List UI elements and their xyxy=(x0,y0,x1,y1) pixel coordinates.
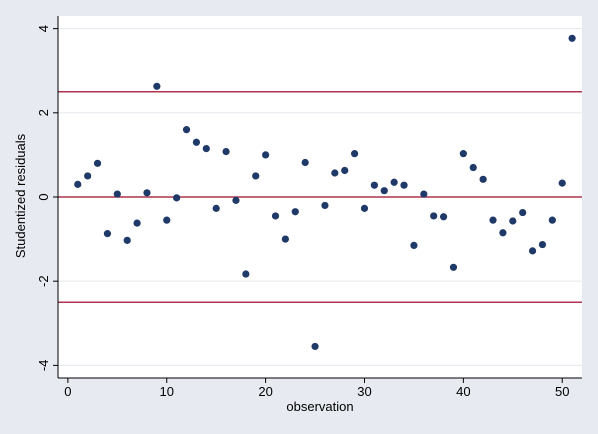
data-point xyxy=(528,247,537,255)
data-point xyxy=(202,144,210,153)
y-tick-label: -4 xyxy=(36,360,51,372)
y-tick-label: -2 xyxy=(36,275,51,287)
data-point xyxy=(420,190,428,198)
data-point xyxy=(103,230,112,238)
x-tick-label: 0 xyxy=(64,384,71,399)
data-point xyxy=(74,180,82,188)
data-point xyxy=(351,150,359,158)
data-point xyxy=(331,169,339,177)
data-point xyxy=(262,151,270,159)
data-point xyxy=(113,190,121,198)
data-point xyxy=(410,241,418,250)
data-point xyxy=(321,201,329,210)
y-ticks: -4 -2 0 2 4 xyxy=(36,25,58,371)
data-point xyxy=(232,196,240,204)
data-point xyxy=(459,150,467,158)
data-point xyxy=(123,236,131,244)
data-point xyxy=(538,240,547,249)
data-point xyxy=(568,34,576,42)
data-points xyxy=(74,34,576,351)
data-point xyxy=(400,181,408,189)
y-tick-label: 0 xyxy=(36,193,51,200)
y-axis-title: Studentized residuals xyxy=(13,133,28,258)
data-point xyxy=(173,194,181,202)
y-tick-label: 2 xyxy=(36,109,51,116)
data-point xyxy=(143,189,151,197)
x-tick-label: 40 xyxy=(456,384,470,399)
x-tick-label: 20 xyxy=(258,384,272,399)
data-point xyxy=(222,147,230,156)
data-point xyxy=(479,175,487,183)
data-point xyxy=(252,172,260,180)
data-point xyxy=(93,159,102,167)
data-point xyxy=(360,204,369,212)
y-tick-label: 4 xyxy=(36,25,51,32)
data-point xyxy=(212,204,220,212)
x-tick-label: 30 xyxy=(357,384,371,399)
x-tick-label: 50 xyxy=(555,384,569,399)
data-point xyxy=(133,219,141,227)
data-point xyxy=(271,212,280,220)
data-point xyxy=(291,208,299,216)
x-axis-title: observation xyxy=(286,399,353,414)
data-point xyxy=(192,138,201,146)
data-point xyxy=(390,178,398,186)
x-ticks: 0 10 20 30 40 50 xyxy=(64,378,569,399)
data-point xyxy=(519,208,527,217)
data-point xyxy=(380,187,388,195)
data-point xyxy=(499,229,507,237)
data-point xyxy=(489,216,497,224)
data-point xyxy=(341,166,349,175)
data-point xyxy=(153,82,161,90)
data-point xyxy=(301,158,309,167)
data-point xyxy=(548,216,556,224)
data-point xyxy=(281,235,289,243)
data-point xyxy=(163,216,171,224)
data-point xyxy=(439,213,448,221)
data-point xyxy=(84,172,92,180)
data-point xyxy=(449,263,458,271)
x-tick-label: 10 xyxy=(160,384,174,399)
data-point xyxy=(242,270,250,278)
data-point xyxy=(182,126,191,134)
data-point xyxy=(430,212,438,220)
data-point xyxy=(509,217,517,225)
reference-lines xyxy=(58,91,582,303)
data-point xyxy=(469,163,477,172)
data-point xyxy=(370,181,378,189)
data-point xyxy=(558,179,566,187)
data-point xyxy=(311,342,319,351)
